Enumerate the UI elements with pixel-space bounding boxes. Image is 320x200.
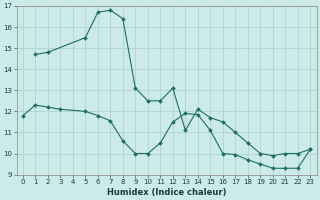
X-axis label: Humidex (Indice chaleur): Humidex (Indice chaleur) xyxy=(107,188,226,197)
